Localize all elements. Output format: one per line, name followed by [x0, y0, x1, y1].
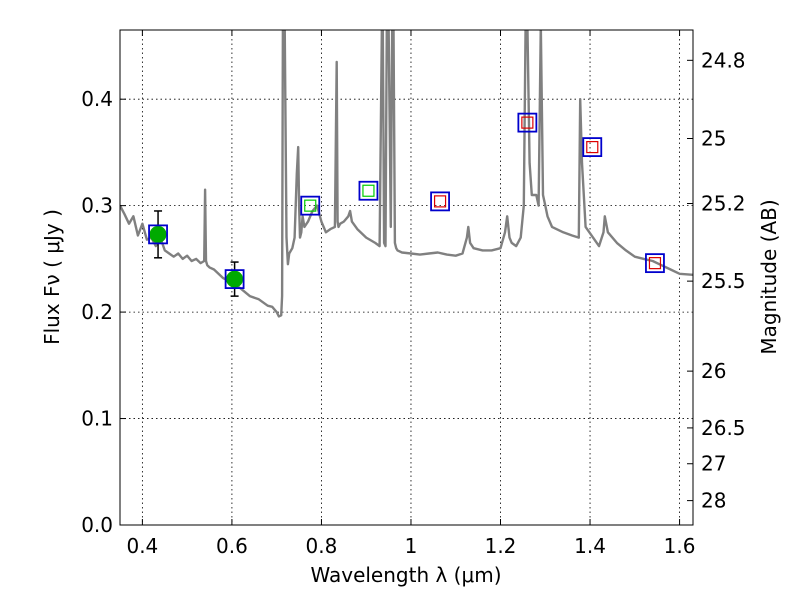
right-tick-label: 25.5 [701, 269, 746, 293]
plot-frame [119, 29, 694, 526]
model-point-box [430, 191, 450, 212]
y-tick-label: 0.4 [81, 87, 113, 111]
right-axis-label: Magnitude (AB) [757, 199, 781, 354]
x-tick-label: 1 [405, 534, 418, 558]
model-point-box [224, 269, 245, 289]
x-axis-label: Wavelength λ (μm) [310, 563, 501, 587]
x-tick-label: 1.2 [485, 534, 517, 558]
observed-point [149, 225, 167, 243]
model-point-box [358, 180, 379, 201]
right-tick-label: 25.2 [701, 192, 746, 216]
model-point-inner-green [304, 199, 317, 212]
right-tick-label: 28 [701, 489, 726, 513]
model-point-inner-green [362, 184, 375, 197]
right-tick-label: 27 [701, 452, 726, 476]
model-point-inner-red [648, 257, 662, 270]
x-tick-label: 0.6 [216, 534, 248, 558]
grid-lines [120, 30, 693, 526]
y-axis-label: Flux Fν ( μJy ) [40, 209, 64, 345]
spectrum-line [120, 30, 693, 318]
x-tick-label: 0.4 [126, 534, 158, 558]
model-point-box [645, 253, 665, 274]
axes: 0.4 0.6 0.8 1 1.2 1.4 1.6 0.0 0.1 0.2 0.3 0.4 24.8 25… [81, 30, 746, 558]
observed-point [226, 270, 244, 288]
right-tick-label: 26.5 [701, 416, 746, 440]
x-tick-label: 0.8 [306, 534, 338, 558]
model-point-box [517, 112, 538, 133]
model-point-box [148, 224, 168, 245]
right-tick-label: 24.8 [701, 48, 746, 72]
right-tick-label: 26 [701, 359, 726, 383]
y-tick-label: 0.2 [81, 300, 113, 324]
plot-data [120, 30, 693, 318]
model-point-box [582, 137, 603, 157]
right-tick-label: 25 [701, 126, 726, 150]
y-tick-label: 0.0 [81, 513, 113, 537]
y-tick-label: 0.1 [81, 407, 113, 431]
model-point-inner-red [586, 140, 599, 154]
model-point-inner-red [521, 116, 534, 129]
model-point-box [300, 195, 321, 216]
x-tick-label: 1.6 [664, 534, 696, 558]
model-point-inner-red [433, 195, 447, 208]
y-tick-label: 0.3 [81, 194, 113, 218]
x-tick-label: 1.4 [574, 534, 606, 558]
